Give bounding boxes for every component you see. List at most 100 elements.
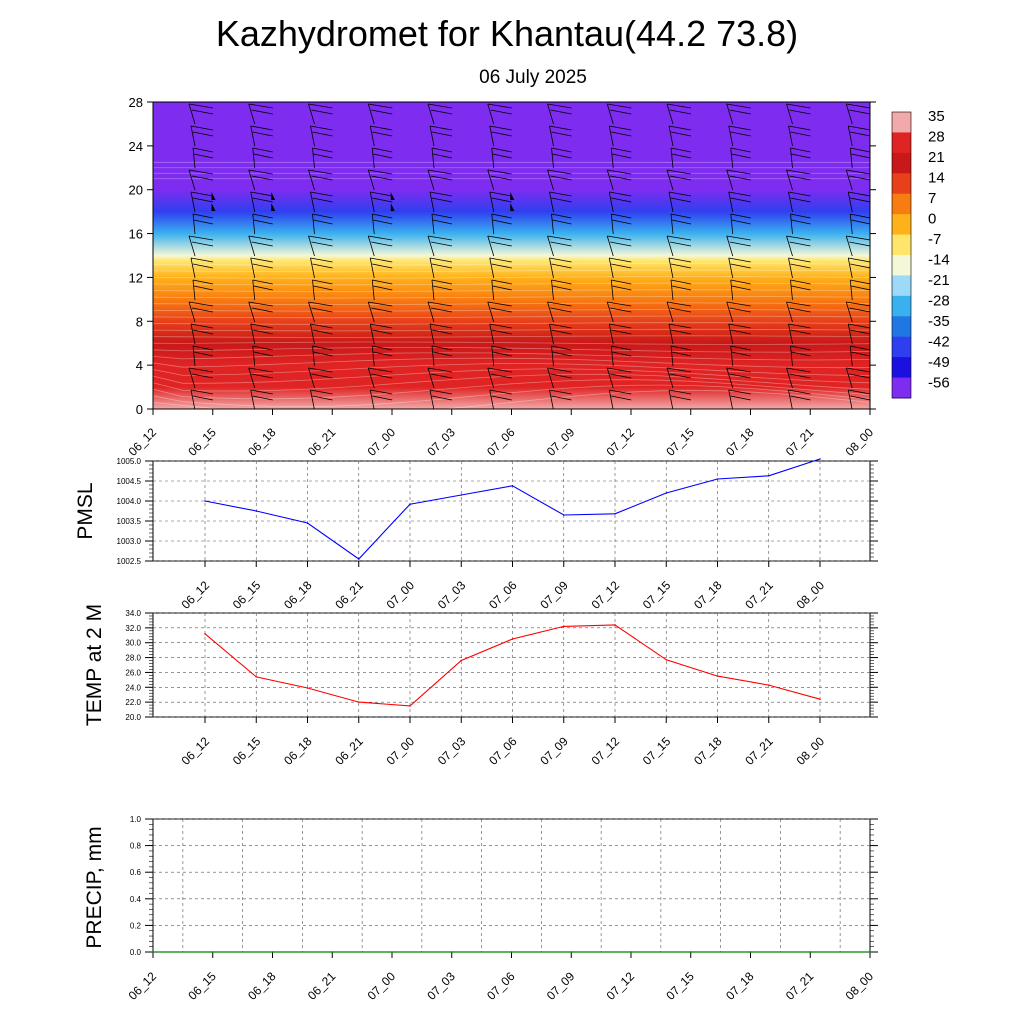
x-tick-label: 07_18 xyxy=(723,969,757,1003)
wind-barb-staff xyxy=(608,257,614,279)
wind-barb-staff xyxy=(549,323,554,345)
wind-barb-flag xyxy=(487,103,512,109)
wind-barb-flag xyxy=(610,241,632,247)
y-tick-label: 0.6 xyxy=(130,868,142,877)
wind-barb-flag xyxy=(730,329,751,335)
wind-barb-flag xyxy=(846,235,870,241)
wind-barb-flag xyxy=(609,125,632,131)
colorbar-label: 35 xyxy=(928,108,945,125)
x-tick-label: 07_15 xyxy=(640,734,674,768)
wind-barb-flag xyxy=(192,395,214,401)
wind-barb-staff xyxy=(369,389,375,409)
wind-barb-flag xyxy=(670,395,692,401)
wind-barb-flag xyxy=(373,285,393,291)
wind-barb-flag xyxy=(789,373,811,379)
wind-barb-staff xyxy=(371,345,375,367)
wind-barb-flag xyxy=(248,301,273,307)
wind-barb-flag xyxy=(372,197,393,203)
wind-barb-flag xyxy=(551,131,572,137)
wind-barb-flag xyxy=(550,307,572,313)
data-point xyxy=(716,675,719,677)
wind-barb-staff xyxy=(252,147,256,169)
wind-barb-flag xyxy=(729,307,751,313)
wind-barb-flag xyxy=(849,307,870,313)
wind-barb-flag xyxy=(611,263,632,269)
wind-barb-staff xyxy=(248,235,256,257)
wind-barb-flag xyxy=(666,367,692,373)
wind-barb-staff xyxy=(310,257,315,279)
wind-barb-staff xyxy=(606,169,614,191)
wind-barb-flag xyxy=(607,235,632,241)
wind-barb-flag xyxy=(607,367,632,373)
wind-barb-flag xyxy=(490,109,512,115)
wind-barb-flag xyxy=(431,279,453,285)
wind-barb-staff xyxy=(551,213,554,235)
wind-barb-flag xyxy=(668,323,692,329)
wind-barb-staff xyxy=(250,389,255,409)
wind-barb-flag xyxy=(193,153,214,159)
wind-barb-staff xyxy=(786,301,793,323)
wind-barb-staff xyxy=(547,169,554,191)
y-tick-label: 0.2 xyxy=(130,921,142,930)
x-tick-label: 07_06 xyxy=(486,578,520,612)
wind-barb-flag xyxy=(310,125,333,131)
wind-barb-staff xyxy=(726,235,734,257)
data-point xyxy=(255,676,258,678)
data-point xyxy=(563,514,565,516)
contour-line xyxy=(153,322,870,325)
wind-barb-flag xyxy=(373,351,393,357)
wind-barb-staff xyxy=(371,147,375,169)
wind-barb-flag xyxy=(788,125,811,131)
wind-barb-flag xyxy=(368,103,393,109)
wind-barb-flag xyxy=(850,345,870,351)
wind-barb-staff xyxy=(668,191,674,213)
colorbar-label: 21 xyxy=(928,149,945,166)
wind-barb-flag xyxy=(671,351,692,357)
data-point xyxy=(460,659,463,662)
wind-barb-flag xyxy=(370,125,393,131)
wind-barbs xyxy=(188,103,870,409)
wind-barb-flag xyxy=(726,235,751,241)
x-tick-label: 07_21 xyxy=(783,425,817,459)
wind-pennant xyxy=(271,203,276,211)
wind-barb-flag xyxy=(551,279,572,285)
y-tick-label: 0.0 xyxy=(130,948,142,957)
wind-barb-staff xyxy=(849,147,853,169)
wind-barb-flag xyxy=(308,103,333,109)
wind-barb-flag xyxy=(252,131,273,137)
x-tick-label: 07_06 xyxy=(484,425,518,459)
wind-barb-staff xyxy=(610,279,614,301)
wind-barb-flag xyxy=(848,257,870,263)
wind-barb-staff xyxy=(847,191,853,213)
wind-barb-staff xyxy=(608,191,614,213)
wind-barb-flag xyxy=(550,175,572,181)
wind-barb-flag xyxy=(487,235,512,241)
wind-barb-flag xyxy=(431,395,453,401)
contour-line xyxy=(153,341,870,345)
y-tick-label: 12 xyxy=(129,270,143,285)
wind-pennant xyxy=(510,203,515,211)
colorbar-swatch xyxy=(892,336,911,358)
wind-barb-staff xyxy=(666,301,674,323)
wind-barb-flag xyxy=(666,235,692,241)
x-tick-label: 07_12 xyxy=(604,425,638,459)
x-tick-label: 06_15 xyxy=(230,578,264,612)
wind-barb-flag xyxy=(729,241,751,247)
wind-barb-flag xyxy=(368,301,393,307)
colorbar-swatch xyxy=(892,316,911,338)
wind-barb-flag xyxy=(252,345,273,351)
wind-barb-staff xyxy=(431,345,435,367)
wind-barb-flag xyxy=(610,175,632,181)
wind-barb-flag xyxy=(728,323,751,329)
wind-barb-staff xyxy=(728,191,734,213)
wind-barb-flag xyxy=(610,307,632,313)
wind-barb-flag xyxy=(251,241,273,247)
wind-barb-flag xyxy=(728,191,751,197)
wind-barb-flag xyxy=(791,351,811,357)
wind-barb-flag xyxy=(431,329,453,335)
wind-barb-staff xyxy=(551,147,554,169)
wind-barb-flag xyxy=(368,235,393,241)
wind-barb-flag xyxy=(848,191,870,197)
wind-barb-staff xyxy=(369,323,375,345)
wind-barb-flag xyxy=(430,109,453,115)
